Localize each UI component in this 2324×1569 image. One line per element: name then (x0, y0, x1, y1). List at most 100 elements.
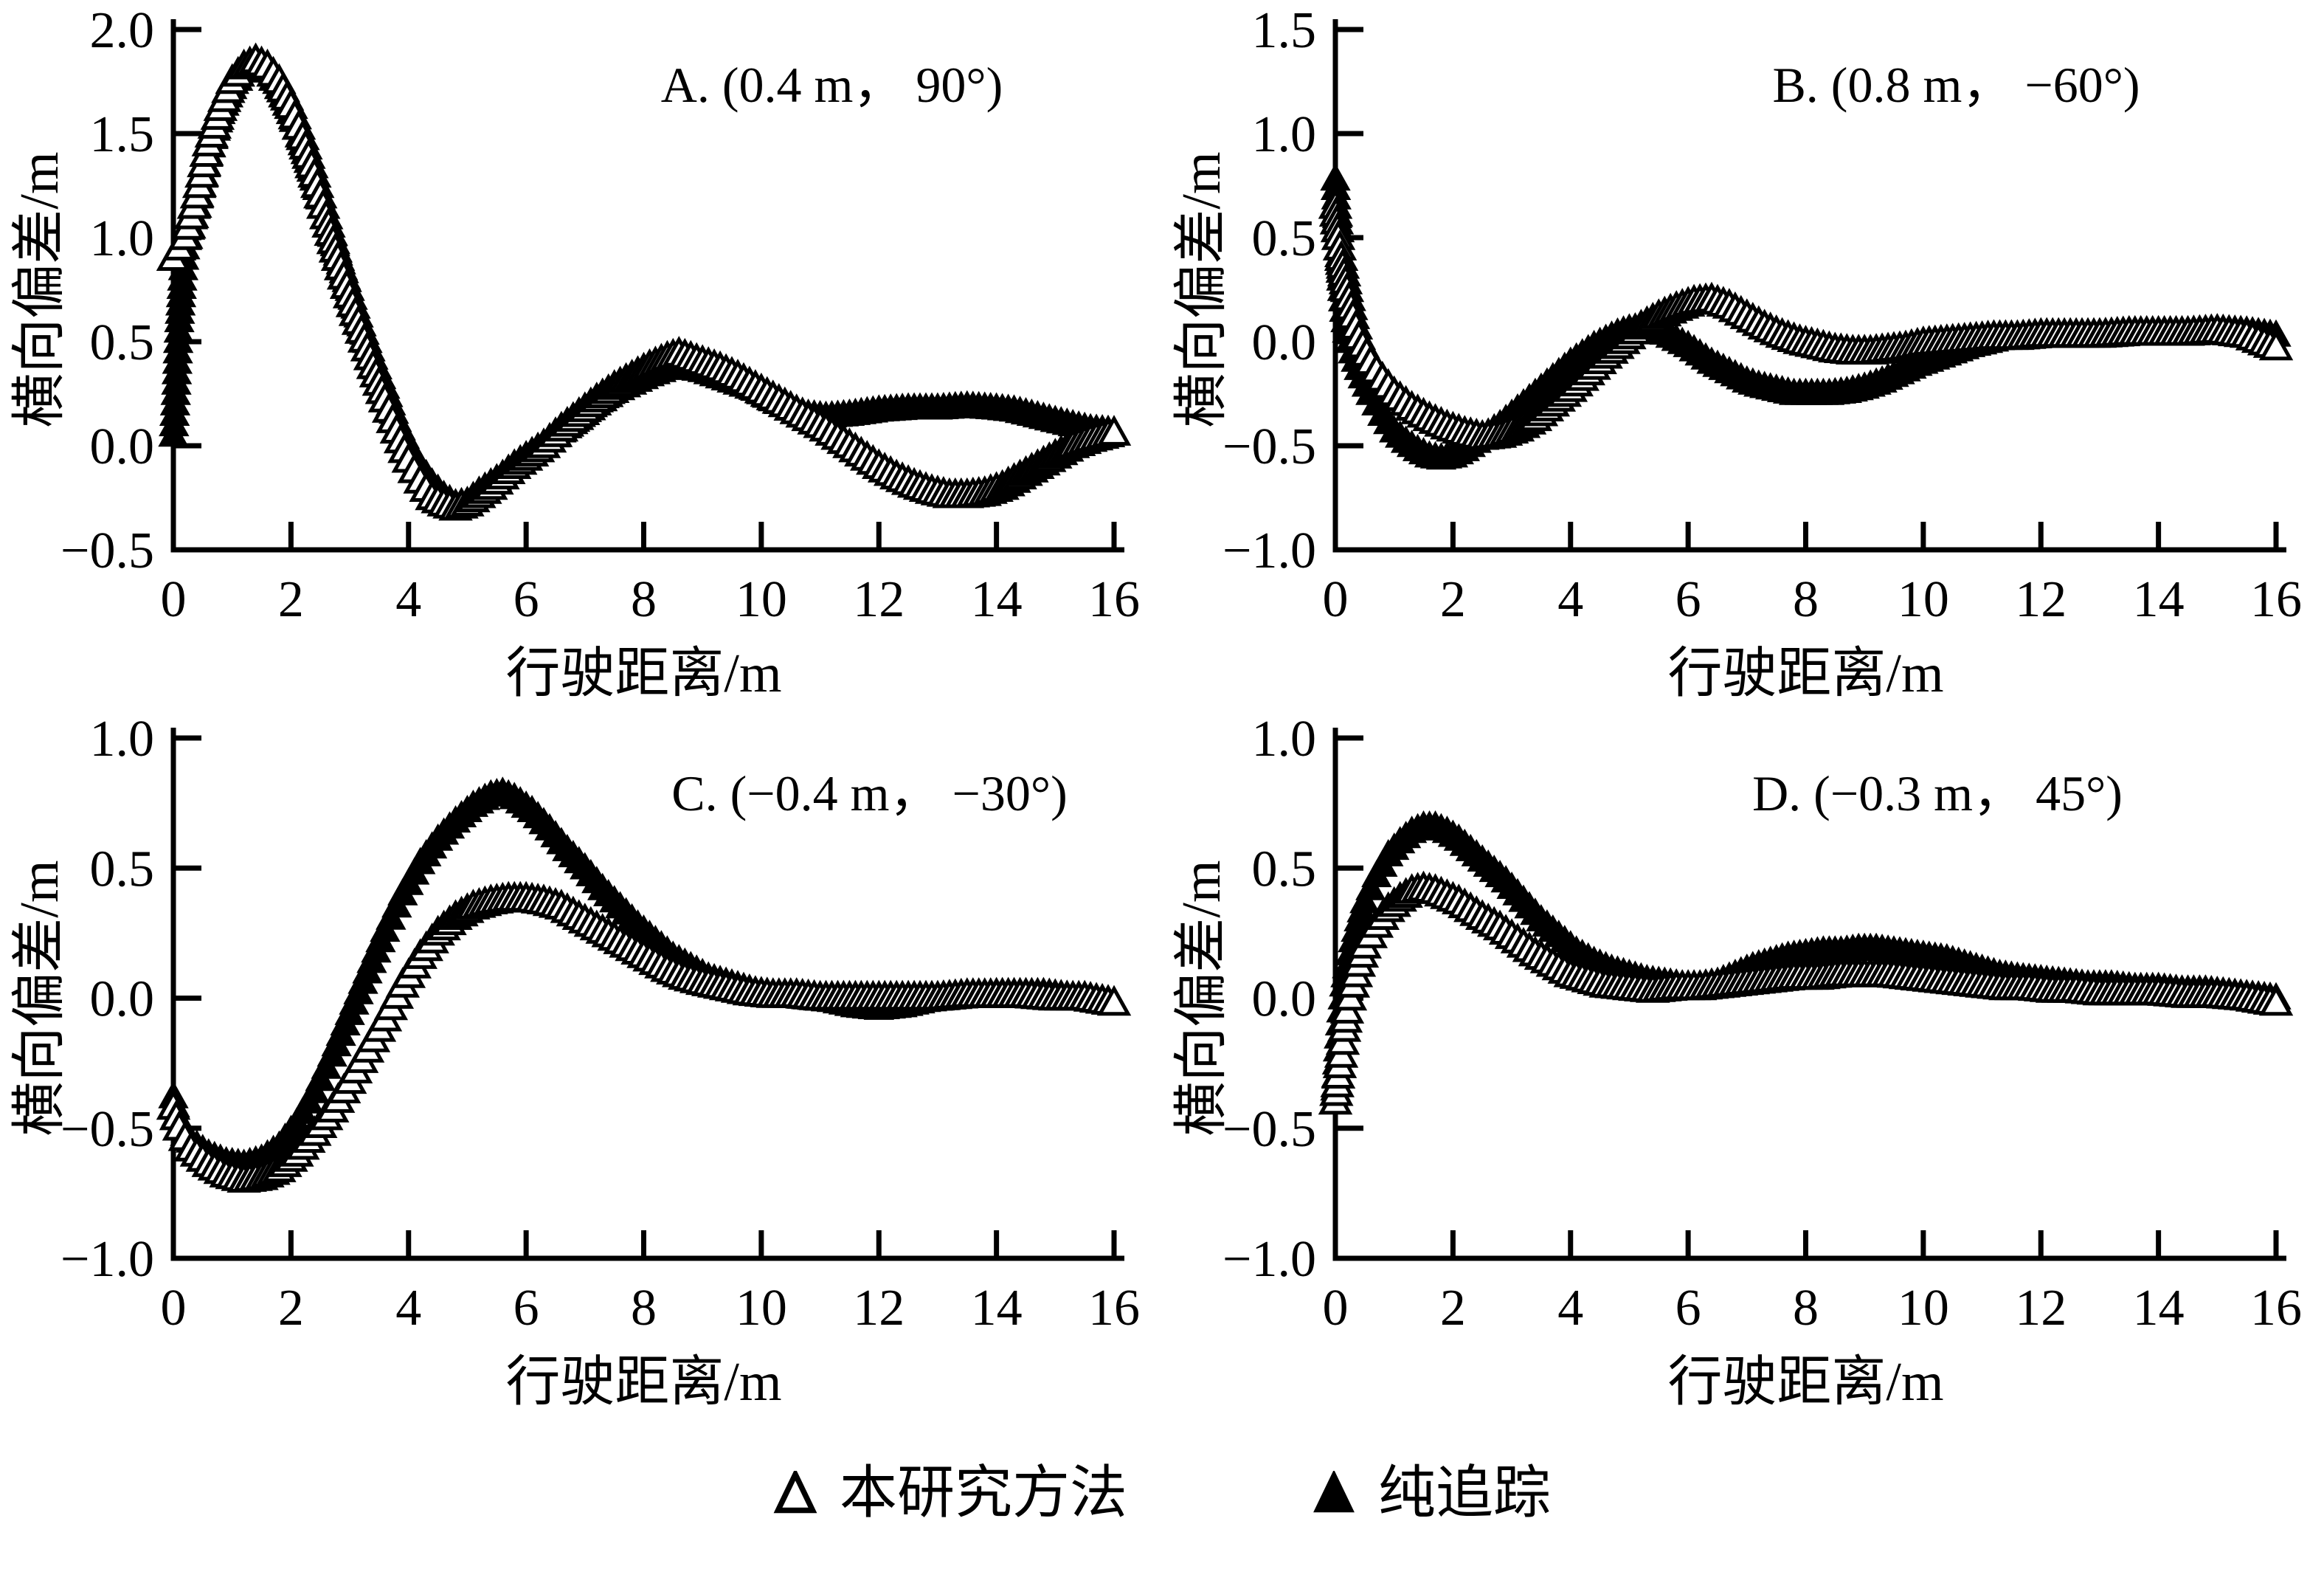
series-pure-pursuit (158, 776, 1130, 1176)
open-triangle-marker (2258, 329, 2294, 361)
x-tick-label: 16 (1088, 1280, 1140, 1337)
x-tick-label: 4 (395, 1280, 421, 1337)
x-axis-label: 行驶距离/m (1667, 644, 1943, 704)
x-tick-label: 8 (631, 1280, 657, 1337)
series-pure-pursuit (1320, 810, 2292, 1101)
y-tick-label: 1.0 (1252, 106, 1317, 163)
series-proposed-method (156, 880, 1132, 1193)
subplot-title: D. (−0.3 m， 45°) (1752, 765, 2123, 821)
y-tick-label: 1.5 (1252, 2, 1317, 59)
y-tick-label: 0.5 (1252, 210, 1317, 267)
y-tick-label: 0.5 (90, 841, 155, 897)
subplot-b-cell: 1.5 1.0 0.5 0.0 −0.5 −1.0 0 2 4 6 8 10 12 14 16 行驶距离/m 横… (1162, 0, 2324, 708)
x-tick-label: 2 (278, 1280, 304, 1337)
open-triangle-marker (2258, 984, 2294, 1016)
y-tick-label: −0.5 (60, 1101, 154, 1158)
subplot-a-cell: 2.0 1.5 1.0 0.5 0.0 −0.5 0 2 4 6 8 10 12 14 16 行驶距离/m 横向… (0, 0, 1162, 708)
y-tick-label: −0.5 (60, 523, 154, 579)
x-tick-label: 6 (1675, 1280, 1701, 1337)
y-tick-label: 1.0 (90, 711, 155, 768)
x-tick-label: 12 (2015, 1280, 2067, 1337)
y-tick-label: −0.5 (1222, 1101, 1316, 1158)
x-tick-label: 14 (971, 571, 1023, 628)
y-axis-label: 横向偏差/m (1172, 860, 1232, 1136)
x-tick-label: 16 (2250, 571, 2302, 628)
axes: 1.5 1.0 0.5 0.0 −0.5 −1.00 2 4 6 8 10 12 14 16 (1222, 2, 2302, 628)
x-tick-label: 12 (2015, 571, 2067, 628)
x-tick-label: 16 (2250, 1280, 2302, 1337)
series-proposed-method (1318, 187, 2294, 450)
y-tick-label: 0.0 (1252, 971, 1317, 1028)
x-tick-label: 0 (1323, 571, 1349, 628)
series-proposed-method (156, 42, 1132, 521)
x-tick-label: 10 (1898, 571, 1949, 628)
x-tick-label: 14 (2133, 1280, 2185, 1337)
x-tick-label: 4 (395, 571, 421, 628)
y-tick-label: 1.0 (90, 210, 155, 267)
x-tick-label: 16 (1088, 571, 1140, 628)
y-axis-label: 横向偏差/m (10, 860, 70, 1136)
x-axis-label: 行驶距离/m (505, 644, 781, 704)
x-tick-label: 6 (1675, 571, 1701, 628)
x-tick-label: 8 (631, 571, 657, 628)
x-tick-label: 0 (161, 1280, 187, 1337)
axes: 1.0 0.5 0.0 −0.5 −1.00 2 4 6 8 10 12 14 16 (1222, 711, 2302, 1337)
chart-d-minus0.3m-45deg: 1.0 0.5 0.0 −0.5 −1.00 2 4 6 8 10 12 14 16 行驶距离/m 横向偏差… (1172, 711, 2302, 1413)
x-axis-label: 行驶距离/m (505, 1352, 781, 1413)
legend-label-pure-pursuit: 纯追踪 (1378, 1461, 1552, 1525)
y-axis-label: 横向偏差/m (1172, 151, 1232, 427)
x-tick-label: 2 (1440, 571, 1466, 628)
axes: 1.0 0.5 0.0 −0.5 −1.00 2 4 6 8 10 12 14 16 (60, 711, 1140, 1337)
y-tick-label: 0.0 (1252, 314, 1317, 371)
open-triangle-marker (1096, 415, 1132, 446)
x-tick-label: 10 (736, 571, 787, 628)
open-triangle-icon (773, 1471, 817, 1514)
y-tick-label: 1.5 (90, 106, 155, 163)
chart-c-minus0.4m-minus30deg: 1.0 0.5 0.0 −0.5 −1.00 2 4 6 8 10 12 14 16 行驶距离/m 横向偏差… (10, 711, 1140, 1413)
chart-a-0.4m-90deg: 2.0 1.5 1.0 0.5 0.0 −0.50 2 4 6 8 10 12 14 16 行驶距离/m 横向… (10, 2, 1140, 704)
legend-label-proposed-method: 本研究方法 (839, 1461, 1127, 1525)
subplot-c-cell: 1.0 0.5 0.0 −0.5 −1.0 0 2 4 6 8 10 12 14 16 行驶距离/m 横向偏差… (0, 708, 1162, 1417)
x-tick-label: 8 (1793, 571, 1819, 628)
legend-item-pure-pursuit: 纯追踪 (1312, 1464, 1551, 1522)
subplot-grid: 2.0 1.5 1.0 0.5 0.0 −0.5 0 2 4 6 8 10 12 14 16 行驶距离/m 横向… (0, 0, 2324, 1417)
x-tick-label: 6 (513, 571, 539, 628)
chart-b-0.8m-minus60deg: 1.5 1.0 0.5 0.0 −0.5 −1.00 2 4 6 8 10 12 14 16 行驶距离/m 横… (1172, 2, 2302, 704)
y-axis-label: 横向偏差/m (10, 151, 70, 427)
x-tick-label: 10 (736, 1280, 787, 1337)
x-tick-label: 14 (971, 1280, 1023, 1337)
axes: 2.0 1.5 1.0 0.5 0.0 −0.50 2 4 6 8 10 12 14 16 (60, 2, 1140, 628)
x-tick-label: 0 (1323, 1280, 1349, 1337)
y-tick-label: 2.0 (90, 2, 155, 59)
y-tick-label: −1.0 (1222, 523, 1316, 579)
y-tick-label: 0.5 (1252, 841, 1317, 897)
x-tick-label: 2 (1440, 1280, 1466, 1337)
legend: 本研究方法 纯追踪 (0, 1417, 2324, 1569)
y-tick-label: 1.0 (1252, 711, 1317, 768)
subplot-title: A. (0.4 m， 90°) (661, 57, 1003, 113)
filled-triangle-icon (1313, 1471, 1355, 1513)
subplot-title: C. (−0.4 m， −30°) (671, 765, 1067, 821)
series-proposed-method (1318, 870, 2294, 1115)
x-tick-label: 12 (853, 571, 905, 628)
y-tick-label: −1.0 (1222, 1231, 1316, 1288)
x-tick-label: 14 (2133, 571, 2185, 628)
x-tick-label: 4 (1557, 1280, 1583, 1337)
x-tick-label: 12 (853, 1280, 905, 1337)
legend-item-proposed-method: 本研究方法 (773, 1464, 1127, 1522)
y-tick-label: −1.0 (60, 1231, 154, 1288)
x-axis-label: 行驶距离/m (1667, 1352, 1943, 1413)
x-tick-label: 8 (1793, 1280, 1819, 1337)
x-tick-label: 2 (278, 571, 304, 628)
x-tick-label: 4 (1557, 571, 1583, 628)
y-tick-label: 0.0 (90, 418, 155, 475)
y-tick-label: −0.5 (1222, 418, 1316, 475)
y-tick-label: 0.5 (90, 314, 155, 371)
x-tick-label: 0 (161, 571, 187, 628)
open-triangle-marker (1096, 984, 1132, 1016)
subplot-d-cell: 1.0 0.5 0.0 −0.5 −1.0 0 2 4 6 8 10 12 14 16 行驶距离/m 横向偏差… (1162, 708, 2324, 1417)
subplot-title: B. (0.8 m， −60°) (1772, 57, 2140, 113)
y-tick-label: 0.0 (90, 971, 155, 1028)
x-tick-label: 10 (1898, 1280, 1949, 1337)
